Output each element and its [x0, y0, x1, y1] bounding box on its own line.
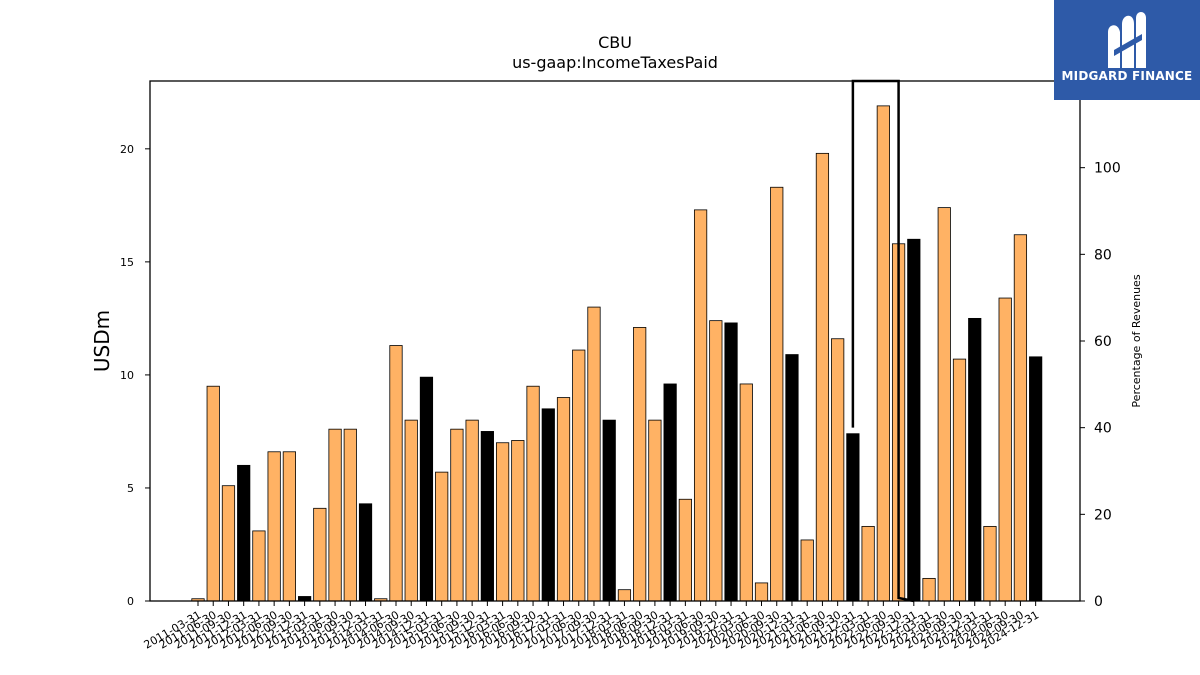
bar [922, 577, 936, 602]
bar [800, 539, 814, 602]
bar [983, 525, 997, 602]
bar [419, 376, 434, 602]
bar [831, 338, 845, 602]
bar [221, 485, 236, 602]
y2-tick-label: 80 [1094, 247, 1112, 263]
bar [663, 383, 677, 602]
bar [633, 327, 647, 602]
y2-tick-label: 20 [1094, 507, 1112, 523]
y-tick-label: 0 [127, 595, 134, 608]
bar [389, 345, 403, 602]
bar [556, 397, 571, 602]
bar [1029, 356, 1043, 602]
bar [587, 306, 601, 602]
bar [968, 317, 982, 602]
bar [206, 385, 220, 602]
bar [876, 105, 890, 602]
midgard-m-logo-icon [1108, 12, 1146, 68]
y-axis-label: USDm [90, 310, 114, 372]
bar [313, 507, 327, 602]
bar [846, 433, 860, 602]
bar [450, 428, 464, 602]
bar [267, 451, 281, 602]
bar [358, 503, 373, 602]
bars-layer [191, 105, 1043, 602]
y2-tick-label: 40 [1094, 421, 1112, 437]
bar [785, 354, 799, 602]
y-axis: 0 5 10 15 20 [120, 143, 150, 608]
y2-tick-label: 0 [1094, 594, 1103, 610]
bar [343, 428, 357, 602]
bar [282, 451, 296, 602]
bar [998, 297, 1012, 602]
bar [815, 152, 830, 602]
bar [709, 320, 723, 602]
y-tick-label: 10 [120, 369, 134, 382]
bar [328, 428, 342, 602]
bar [724, 322, 738, 602]
y-tick-label: 20 [120, 143, 134, 156]
bar [648, 419, 662, 602]
bar [480, 431, 494, 602]
bar [770, 186, 784, 602]
bar [861, 525, 875, 602]
bar [541, 408, 555, 602]
bar [907, 238, 921, 602]
bar [495, 442, 510, 602]
brand-name: MIDGARD FINANCE [1061, 69, 1193, 83]
bar [572, 349, 586, 602]
bar [511, 440, 525, 602]
bar [1013, 234, 1028, 602]
chart-subtitle: us-gaap:IncomeTaxesPaid [512, 53, 718, 72]
brand-logo: MIDGARD FINANCE [1054, 0, 1200, 100]
y2-tick-label: 60 [1094, 334, 1112, 350]
y2-axis-label: Percentage of Revenues [1130, 274, 1143, 407]
bar [602, 419, 616, 602]
bar [937, 207, 951, 602]
y-tick-label: 15 [120, 256, 134, 269]
bar [465, 419, 479, 602]
bar [526, 385, 540, 602]
bar [298, 596, 312, 602]
y2-axis: 0 20 40 60 80 100 [1080, 161, 1121, 610]
y-tick-label: 5 [127, 482, 134, 495]
bar [404, 419, 418, 602]
bar [693, 209, 708, 602]
bar [739, 383, 753, 602]
bar [617, 589, 632, 602]
x-axis: 2011-03-312011-06-302011-09-302011-12-31… [142, 601, 1041, 652]
bar [435, 471, 449, 602]
bar [952, 358, 967, 602]
bar [754, 582, 769, 602]
bar [678, 498, 692, 602]
chart-title: CBU [598, 33, 632, 52]
bar [252, 530, 266, 602]
bar [237, 464, 251, 602]
y2-tick-label: 100 [1094, 161, 1121, 177]
